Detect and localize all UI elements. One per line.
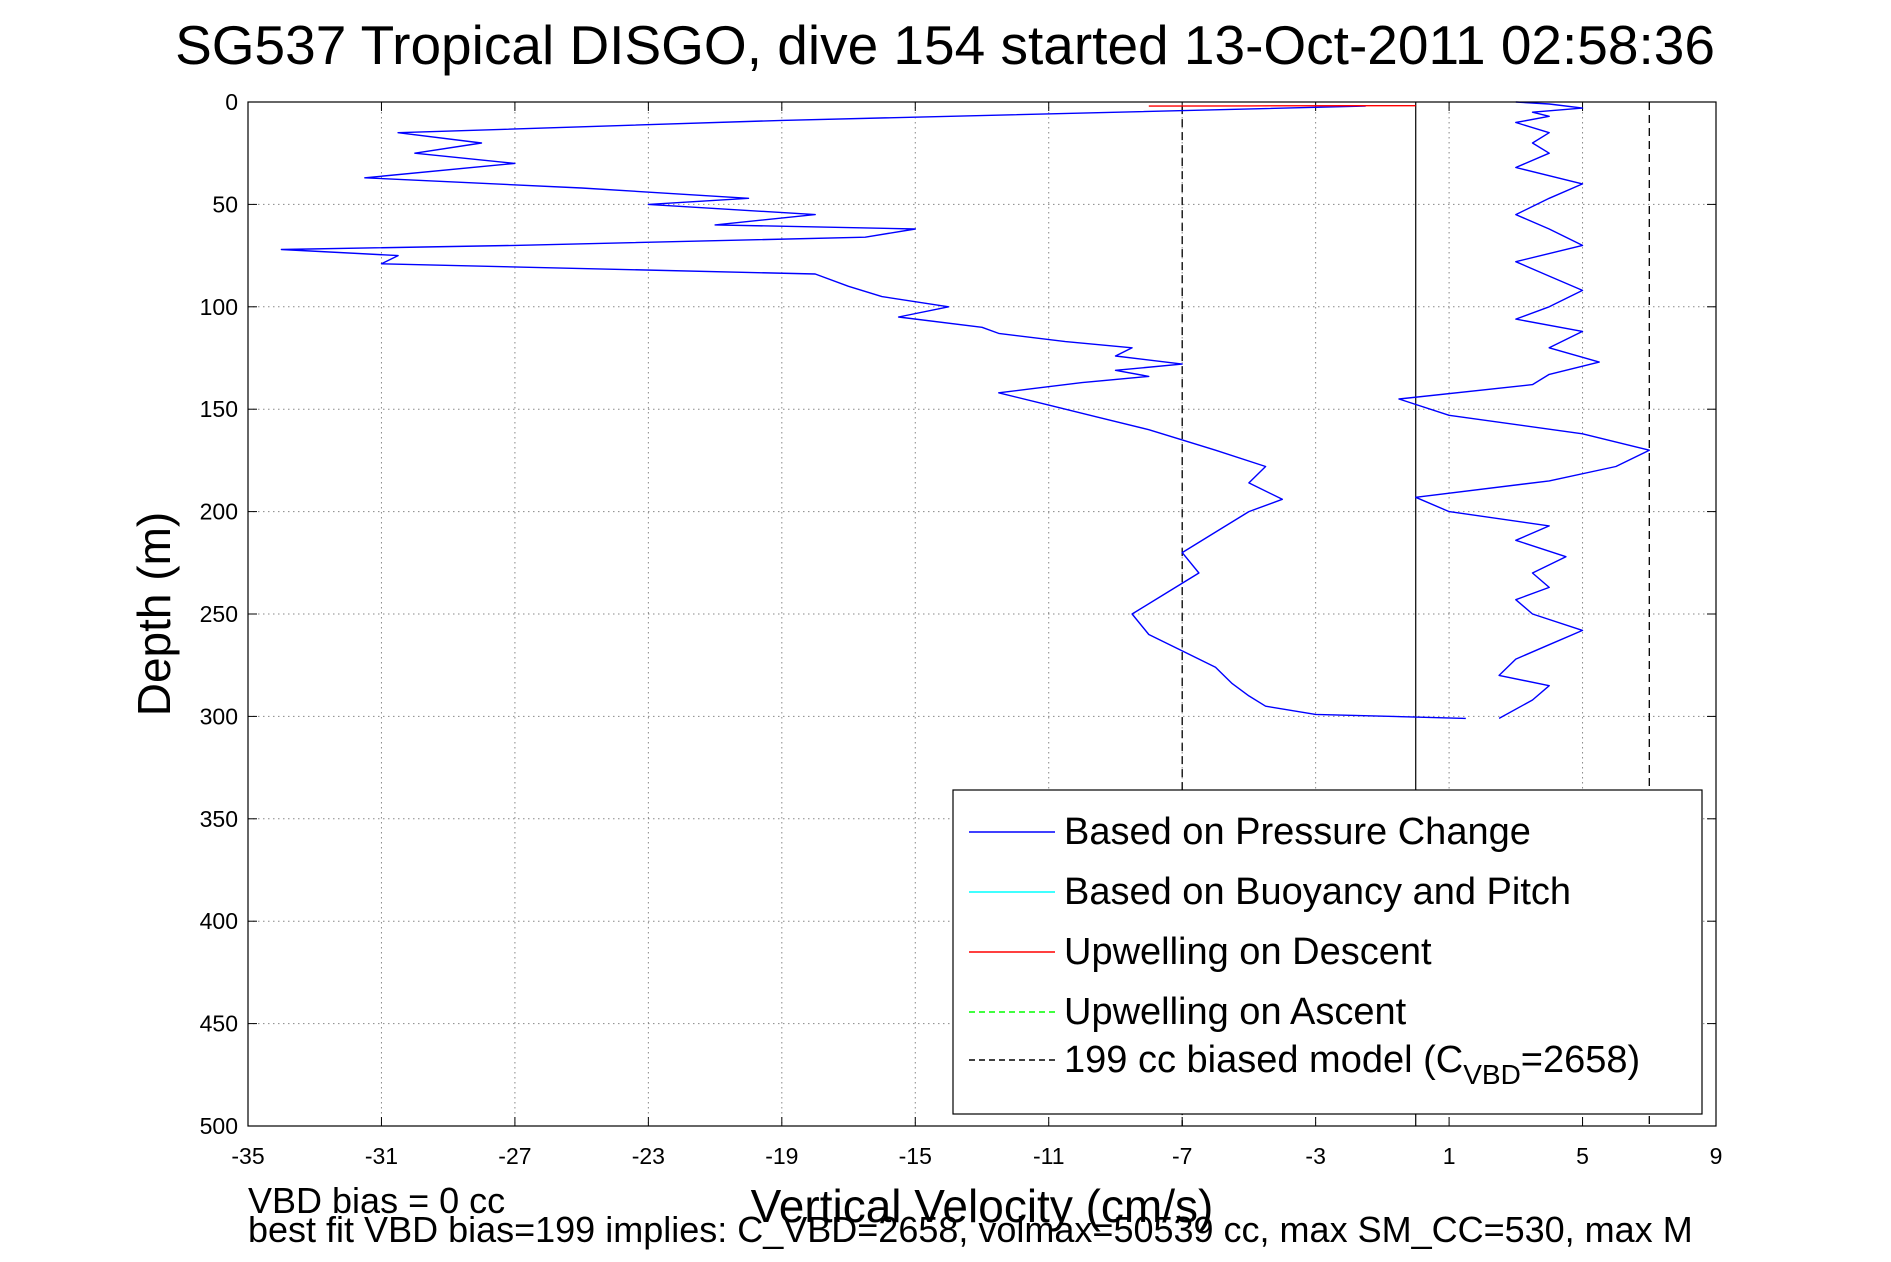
y-tick-label: 150 (200, 396, 238, 422)
x-tick-labels: -35 -31 -27 -23 -19 -15 -11 -7 -3 1 5 9 (231, 1143, 1722, 1169)
x-tick-label: -31 (365, 1143, 398, 1169)
x-tick-label: -3 (1305, 1143, 1325, 1169)
y-tick-label: 450 (200, 1011, 238, 1037)
legend-box (952, 789, 1703, 1115)
x-tick-label: 9 (1710, 1143, 1723, 1169)
legend-entry-label: Based on Pressure Change (1064, 811, 1531, 853)
legend-entry-label: Based on Buoyancy and Pitch (1064, 871, 1571, 913)
x-tick-label: -35 (231, 1143, 264, 1169)
series-0-line-1 (1398, 101, 1650, 720)
y-tick-label: 300 (200, 703, 238, 729)
x-tick-label: -23 (632, 1143, 665, 1169)
x-tick-label: -7 (1172, 1143, 1192, 1169)
x-tick-label: 1 (1443, 1143, 1456, 1169)
series-0-line-0 (280, 105, 1466, 720)
legend: Based on Pressure Change Based on Buoyanc… (952, 789, 1703, 1115)
y-tick-label: 200 (200, 499, 238, 525)
legend-entry-label: Upwelling on Ascent (1064, 991, 1407, 1033)
x-axis-label: Vertical Velocity (cm/s) (751, 1180, 1214, 1232)
y-tick-label: 350 (200, 806, 238, 832)
y-tick-label: 50 (212, 191, 238, 217)
y-tick-label: 0 (225, 89, 238, 115)
legend-entry-label: Upwelling on Descent (1064, 931, 1432, 973)
y-tick-label: 100 (200, 294, 238, 320)
x-tick-label: -11 (1033, 1143, 1065, 1169)
legend-entry-label: 199 cc biased model (CVBD=2658) (1064, 1039, 1640, 1090)
y-tick-label: 400 (200, 908, 238, 934)
axes-frame (247, 101, 1717, 1127)
y-axis-label: Depth (m) (128, 512, 180, 716)
vbd-bias-note: VBD bias = 0 cc (248, 1180, 506, 1221)
x-tick-label: 5 (1576, 1143, 1589, 1169)
best-fit-note: best fit VBD bias=199 implies: C_VBD=265… (248, 1209, 1693, 1250)
chart-title: SG537 Tropical DISGO, dive 154 started 1… (175, 14, 1715, 76)
x-tick-label: -15 (899, 1143, 932, 1169)
y-tick-labels: 0 50 100 150 200 250 300 350 400 450 500 (200, 89, 238, 1139)
y-tick-label: 500 (200, 1113, 238, 1139)
x-tick-label: -19 (765, 1143, 798, 1169)
x-tick-label: -27 (498, 1143, 531, 1169)
y-tick-label: 250 (200, 601, 238, 627)
